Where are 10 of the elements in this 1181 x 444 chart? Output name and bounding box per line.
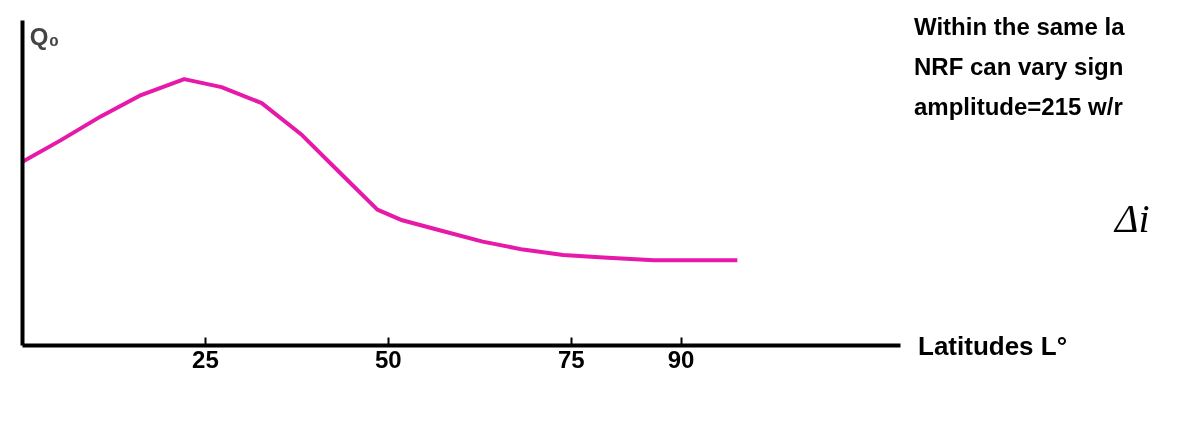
x-tick-label: 50 — [374, 345, 402, 373]
text: Within the same la — [914, 12, 1125, 42]
text: Δi — [1115, 195, 1150, 243]
y-axis-title: Q₀ — [29, 23, 60, 51]
x-tick-label: 25 — [192, 345, 219, 373]
x-tick-label: 75 — [557, 345, 585, 373]
x-tick-label: 90 — [667, 345, 695, 373]
x-axis-title: Latitudes L° — [918, 330, 1068, 363]
text: amplitude=215 w/r — [914, 92, 1123, 122]
text: NRF can vary sign — [914, 52, 1124, 82]
